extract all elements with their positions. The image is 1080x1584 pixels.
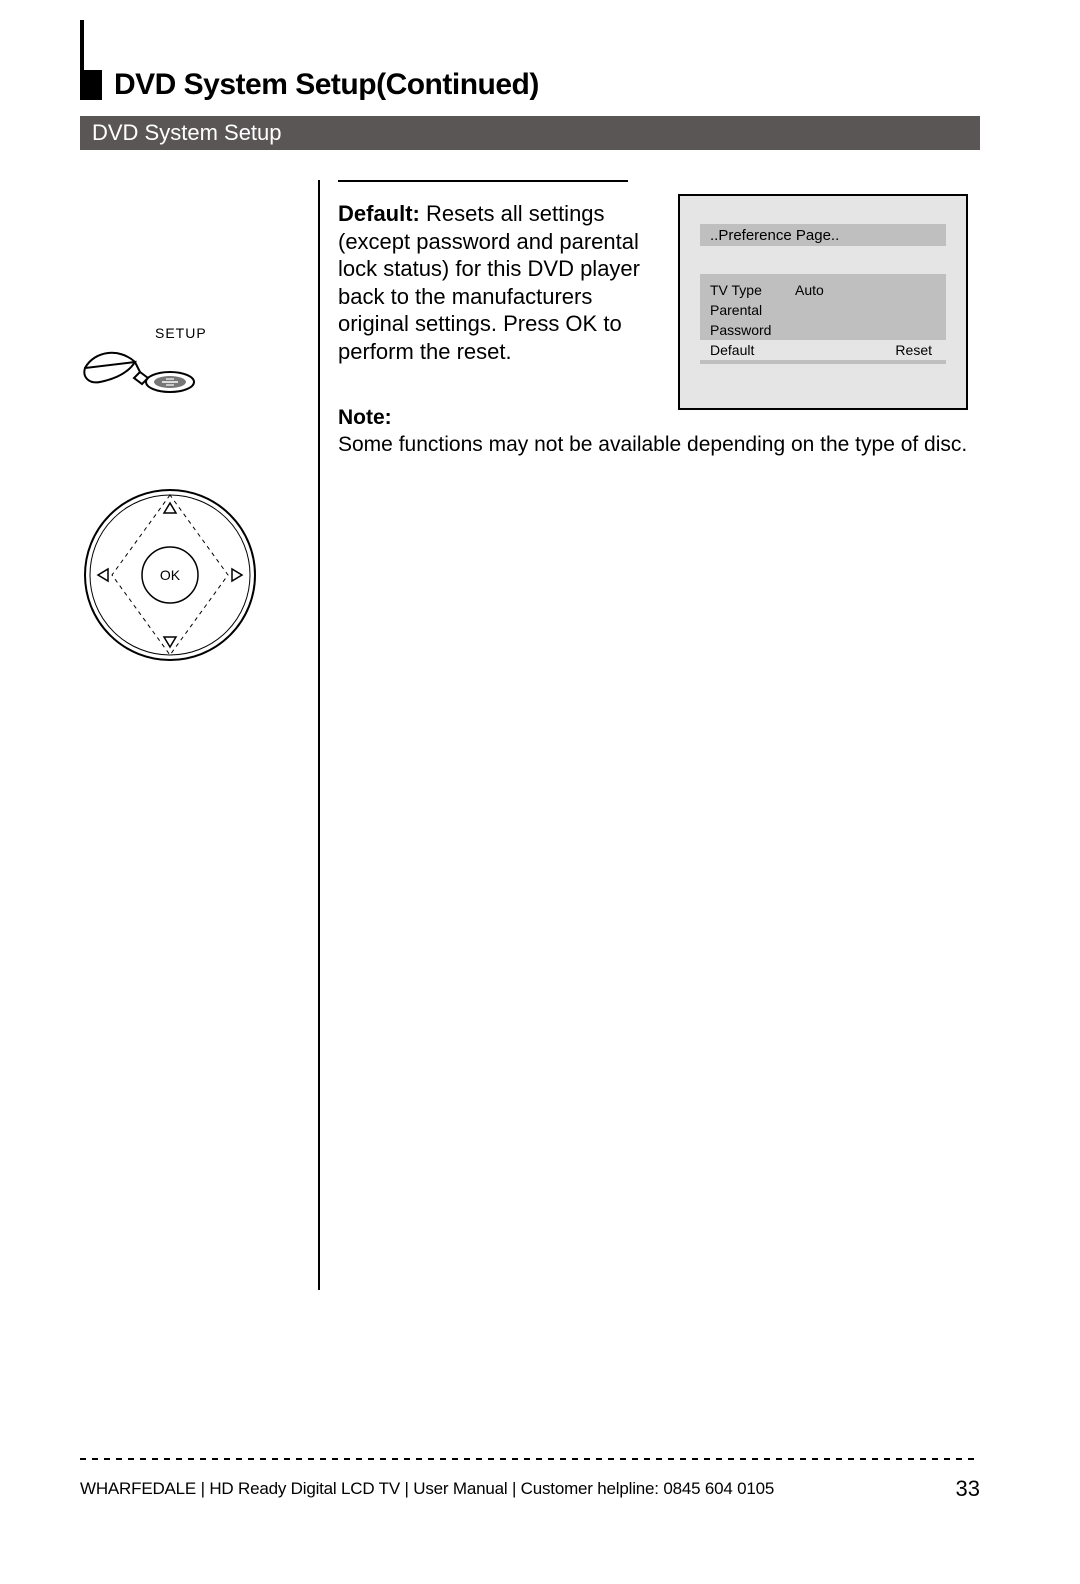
page-number: 33 bbox=[956, 1476, 980, 1502]
osd-row: Default Reset bbox=[700, 340, 946, 360]
dpad-ok-icon: OK bbox=[80, 485, 260, 665]
section-title: DVD System Setup bbox=[92, 120, 282, 146]
default-description: Default: Resets all settings (except pas… bbox=[338, 200, 648, 365]
footer-divider bbox=[80, 1458, 980, 1460]
note-text: Some functions may not be available depe… bbox=[338, 433, 967, 456]
note-block: Note: Some functions may not be availabl… bbox=[338, 404, 967, 459]
osd-row: Password bbox=[710, 320, 936, 340]
note-label: Note: bbox=[338, 406, 392, 429]
osd-cell: Reset bbox=[875, 342, 936, 358]
osd-row: Parental bbox=[710, 300, 936, 320]
default-label: Default: bbox=[338, 201, 420, 226]
title-bullet bbox=[80, 70, 102, 100]
osd-cell: Auto bbox=[795, 282, 875, 298]
ok-label: OK bbox=[160, 567, 181, 583]
footer-text: WHARFEDALE | HD Ready Digital LCD TV | U… bbox=[80, 1479, 774, 1499]
osd-row: TV TypeAuto bbox=[710, 280, 936, 300]
section-bar: DVD System Setup bbox=[80, 116, 980, 150]
page-title-row: DVD System Setup(Continued) bbox=[80, 68, 539, 102]
top-rule bbox=[338, 180, 628, 182]
osd-preference-panel: ..Preference Page.. TV TypeAutoParentalP… bbox=[678, 194, 968, 410]
page-title: DVD System Setup(Continued) bbox=[114, 68, 539, 102]
setup-label: SETUP bbox=[155, 325, 207, 341]
footer: WHARFEDALE | HD Ready Digital LCD TV | U… bbox=[80, 1476, 980, 1502]
osd-cell: Parental bbox=[710, 302, 795, 318]
osd-cell: Password bbox=[710, 322, 795, 338]
osd-body: TV TypeAutoParentalPasswordDefaultReset bbox=[700, 274, 946, 364]
osd-cell: Default bbox=[710, 342, 795, 358]
osd-cell: TV Type bbox=[710, 282, 795, 298]
hand-press-setup-icon bbox=[80, 340, 220, 400]
content-column: Default: Resets all settings (except pas… bbox=[318, 180, 988, 1290]
osd-header: ..Preference Page.. bbox=[700, 224, 946, 246]
